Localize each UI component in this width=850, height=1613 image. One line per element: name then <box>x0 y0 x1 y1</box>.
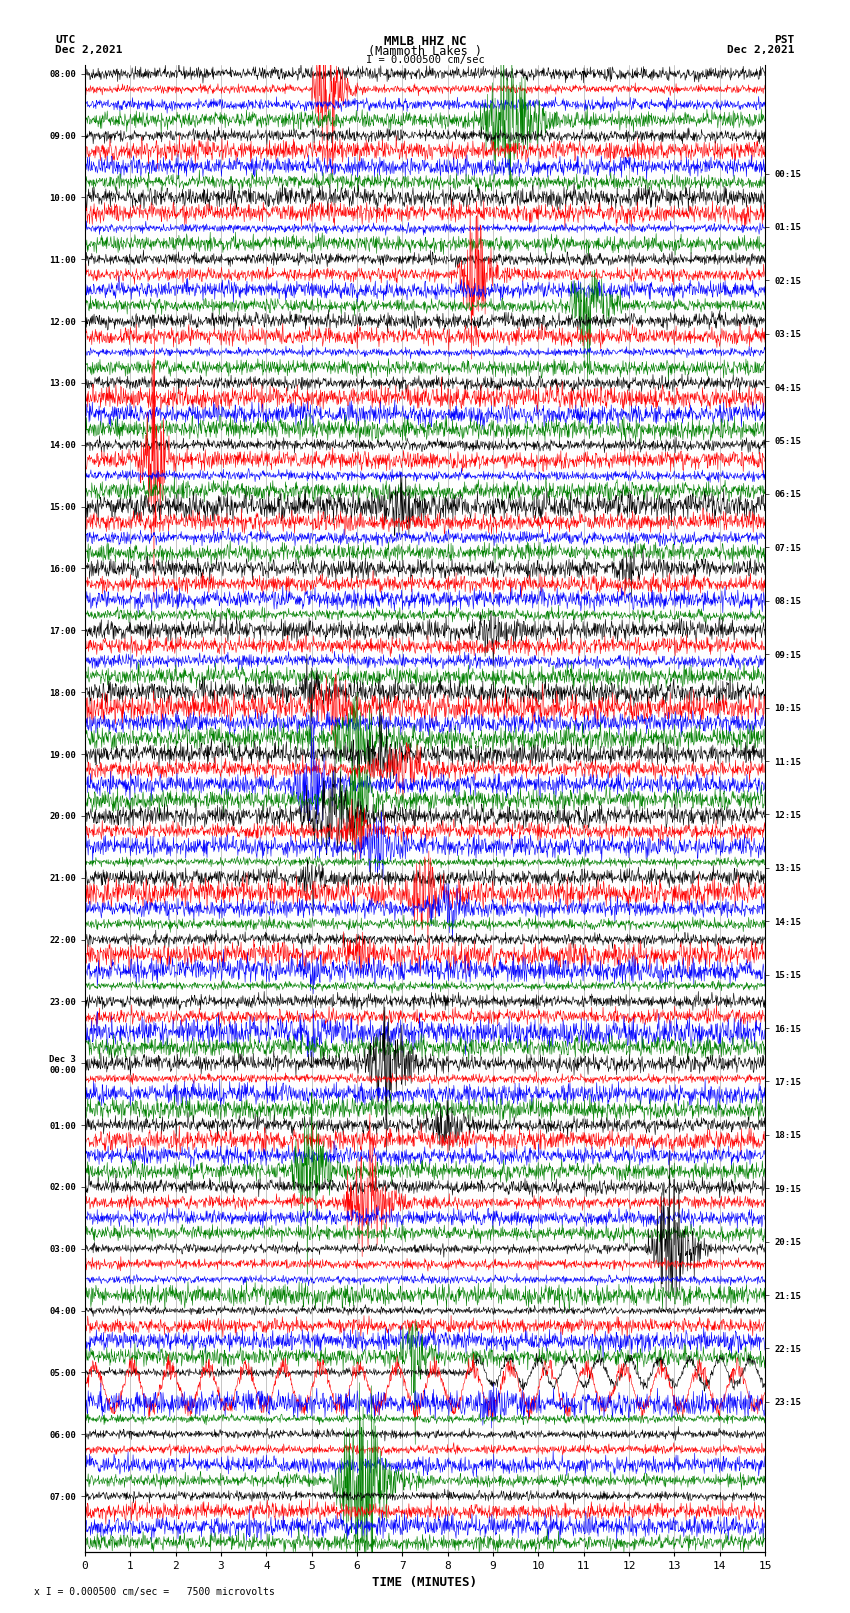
Text: x I = 0.000500 cm/sec =   7500 microvolts: x I = 0.000500 cm/sec = 7500 microvolts <box>34 1587 275 1597</box>
Text: MMLB HHZ NC: MMLB HHZ NC <box>383 35 467 48</box>
Text: (Mammoth Lakes ): (Mammoth Lakes ) <box>368 45 482 58</box>
X-axis label: TIME (MINUTES): TIME (MINUTES) <box>372 1576 478 1589</box>
Text: I = 0.000500 cm/sec: I = 0.000500 cm/sec <box>366 55 484 65</box>
Text: PST: PST <box>774 35 795 45</box>
Text: Dec 2,2021: Dec 2,2021 <box>55 45 122 55</box>
Text: Dec 2,2021: Dec 2,2021 <box>728 45 795 55</box>
Text: UTC: UTC <box>55 35 76 45</box>
